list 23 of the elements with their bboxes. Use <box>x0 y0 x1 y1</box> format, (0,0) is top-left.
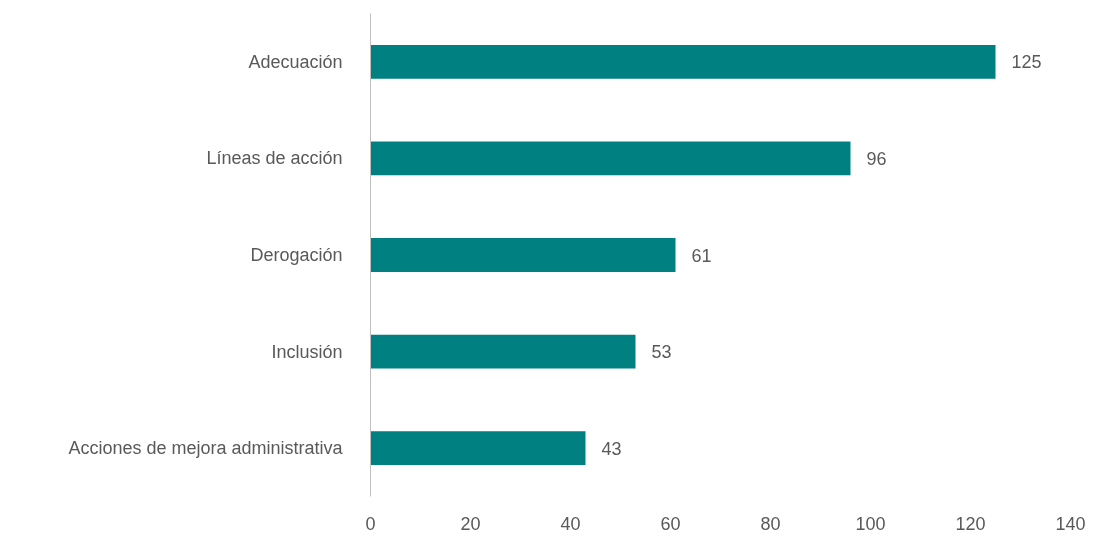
x-tick-label: 20 <box>460 513 481 534</box>
x-tick-label: 80 <box>760 513 781 534</box>
data-label: 53 <box>651 342 672 363</box>
bar <box>370 44 996 79</box>
bar <box>370 238 676 272</box>
x-tick-label: 100 <box>855 513 886 534</box>
x-tick-label: 60 <box>660 513 681 534</box>
bar <box>370 334 636 369</box>
x-tick-label: 120 <box>955 513 986 534</box>
data-label: 125 <box>1011 52 1042 73</box>
y-tick-label: Acciones de mejora administrativa <box>68 438 344 459</box>
data-label: 96 <box>866 148 887 169</box>
bar <box>370 141 851 176</box>
y-tick-label: Adecuación <box>248 51 343 72</box>
y-tick-label: Derogación <box>250 245 343 265</box>
bar <box>370 431 586 466</box>
y-tick-label: Líneas de acción <box>206 148 343 169</box>
y-tick-label: Inclusión <box>271 341 343 362</box>
x-tick-label: 40 <box>560 513 581 534</box>
x-tick-label: 140 <box>1055 513 1086 534</box>
data-label: 43 <box>601 438 622 459</box>
x-tick-label: 0 <box>365 513 376 534</box>
data-label: 61 <box>691 245 712 266</box>
